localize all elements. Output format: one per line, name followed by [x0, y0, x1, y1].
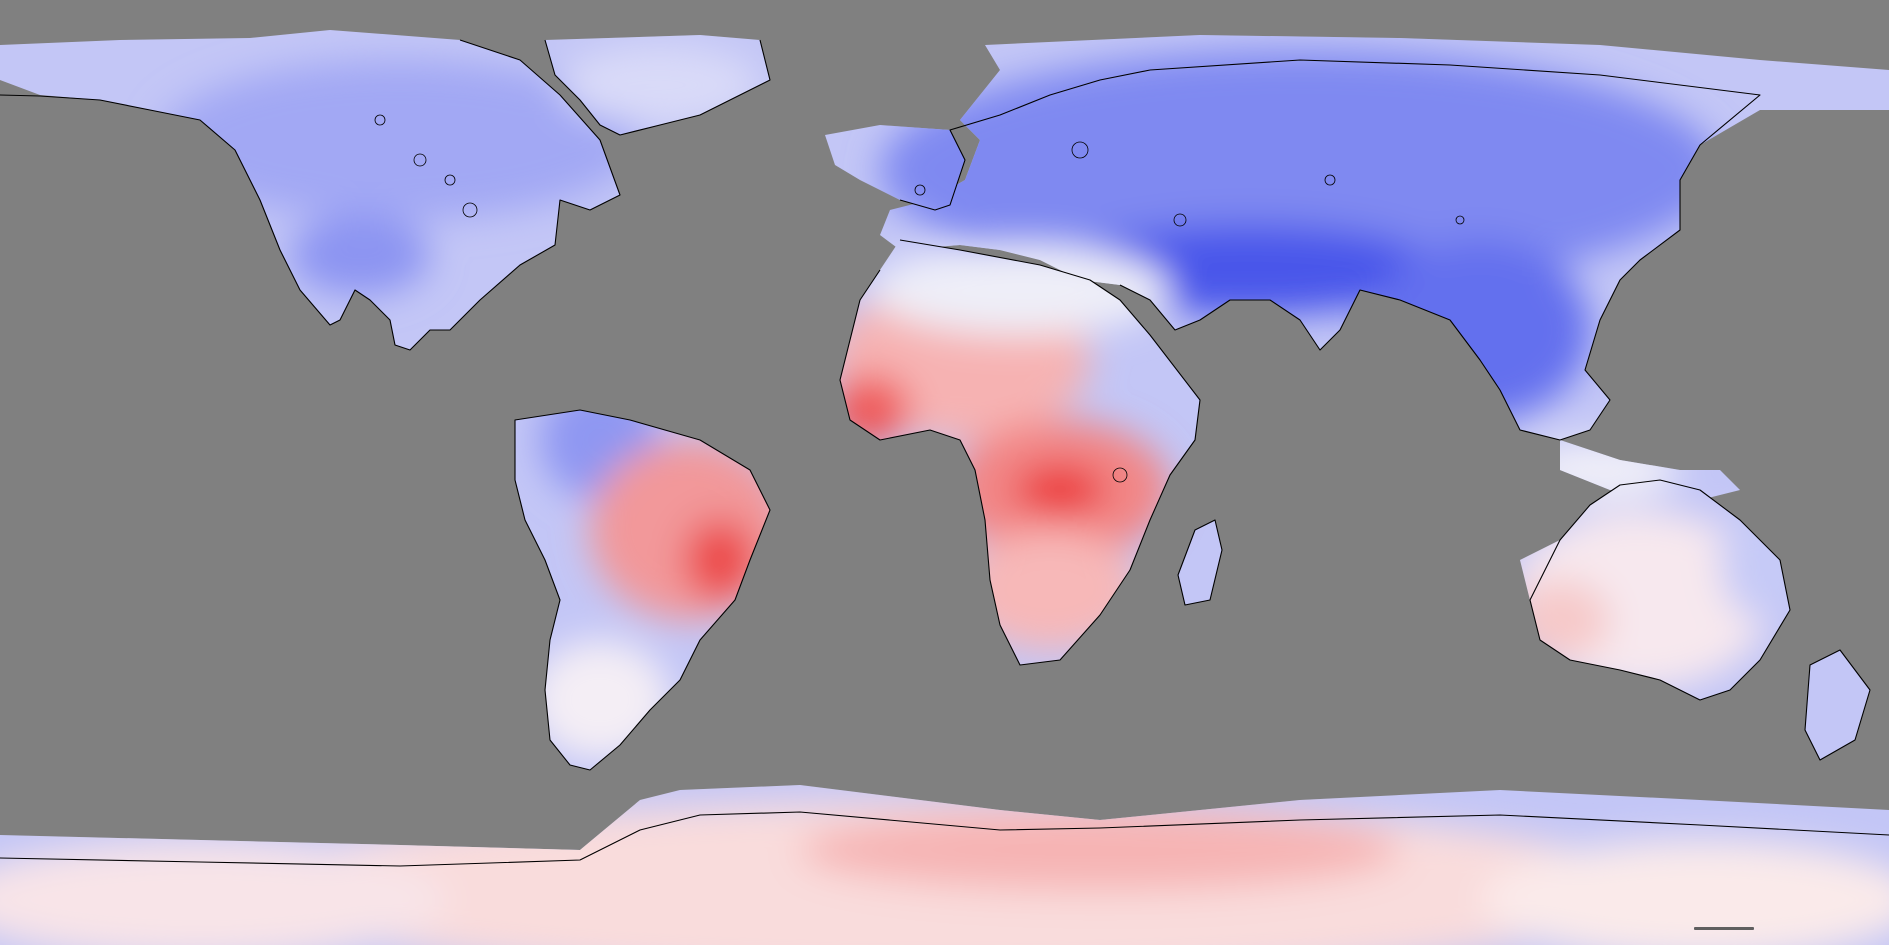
coast-antarctica	[0, 811, 1889, 867]
coastlines	[0, 39, 1889, 867]
coast-africa	[839, 239, 1201, 666]
lakes-and-islands	[374, 114, 1465, 483]
scale-bar	[1694, 927, 1754, 930]
coast-south-america	[514, 409, 771, 771]
coast-europe	[899, 69, 1151, 211]
coast-greenland	[544, 39, 771, 136]
coast-australia	[1529, 479, 1791, 701]
coast-new-zealand	[1804, 649, 1871, 761]
coast-madagascar	[1177, 519, 1223, 606]
coast-asia	[1119, 59, 1761, 441]
coast-north-america	[0, 39, 621, 351]
